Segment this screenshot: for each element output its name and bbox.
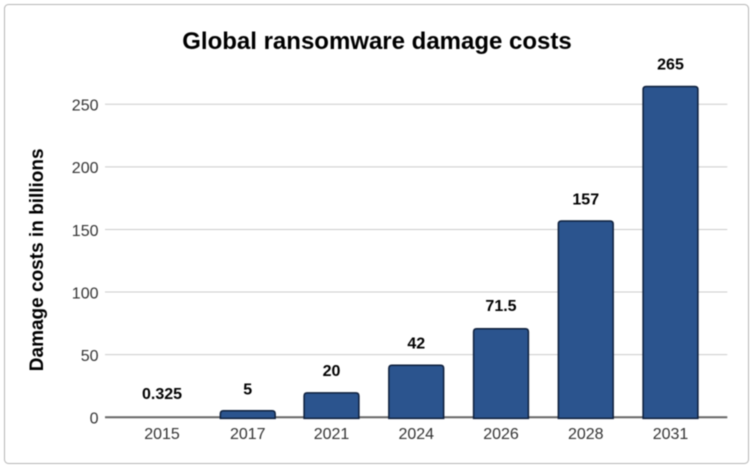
svg-text:0.325: 0.325: [142, 386, 182, 403]
svg-text:157: 157: [572, 191, 599, 208]
svg-text:71.5: 71.5: [485, 298, 516, 315]
svg-text:2024: 2024: [398, 426, 434, 443]
svg-text:50: 50: [81, 348, 99, 365]
svg-text:150: 150: [72, 223, 99, 240]
svg-text:Global ransomware damage costs: Global ransomware damage costs: [182, 28, 571, 55]
svg-text:100: 100: [72, 285, 99, 302]
svg-text:2015: 2015: [144, 426, 180, 443]
svg-text:2031: 2031: [653, 426, 689, 443]
svg-text:5: 5: [243, 382, 252, 399]
svg-text:20: 20: [323, 363, 341, 380]
svg-text:0: 0: [90, 411, 99, 428]
svg-text:2028: 2028: [568, 426, 604, 443]
svg-text:200: 200: [72, 160, 99, 177]
svg-text:42: 42: [407, 336, 425, 353]
svg-text:265: 265: [657, 57, 684, 74]
svg-text:Damage costs in billions: Damage costs in billions: [27, 148, 48, 371]
svg-text:250: 250: [72, 98, 99, 115]
svg-text:2017: 2017: [230, 426, 266, 443]
svg-text:2026: 2026: [483, 426, 519, 443]
svg-text:2021: 2021: [314, 426, 350, 443]
